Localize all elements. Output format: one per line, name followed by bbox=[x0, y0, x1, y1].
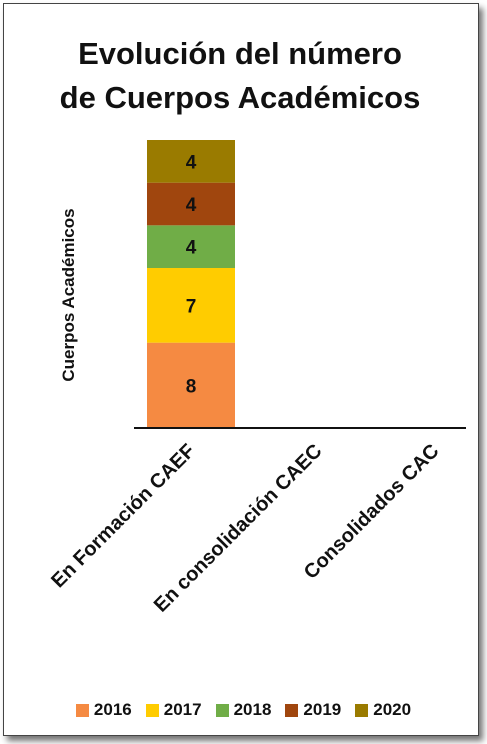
legend-item-2019: 2019 bbox=[285, 700, 341, 720]
legend-item-2017: 2017 bbox=[145, 700, 202, 720]
chart-title-line-1: Evolución del número bbox=[78, 36, 402, 71]
legend-swatch-2017 bbox=[145, 703, 159, 717]
data-label-2020-0: 4 bbox=[186, 152, 197, 173]
bar-segment-2018-0 bbox=[147, 225, 235, 268]
data-label-2018-0: 4 bbox=[186, 238, 197, 259]
legend-swatch-2019 bbox=[285, 703, 299, 717]
bar-segment-2020-0 bbox=[147, 140, 235, 183]
legend-swatch-2016 bbox=[75, 703, 89, 717]
y-axis-label: Cuerpos Académicos bbox=[59, 208, 78, 381]
legend-swatch-2018 bbox=[215, 703, 229, 717]
bar-segment-2017-0 bbox=[147, 268, 235, 343]
data-label-2017-0: 7 bbox=[186, 296, 197, 317]
legend-label-2017: 2017 bbox=[163, 700, 202, 719]
bar-segment-2016-0 bbox=[147, 342, 235, 428]
x-tick-label-0: En Formación CAEF bbox=[47, 440, 199, 592]
x-tick-label-2: Consolidados CAC bbox=[300, 440, 444, 584]
legend-item-2018: 2018 bbox=[215, 700, 272, 720]
data-label-2016-0: 8 bbox=[186, 376, 197, 397]
chart-legend: 2016 2017 2018 2019 2020 bbox=[0, 698, 487, 722]
bar-segment-2019-0 bbox=[147, 182, 235, 226]
legend-label-2018: 2018 bbox=[233, 700, 272, 719]
legend-swatch-2020 bbox=[355, 703, 369, 717]
legend-label-2020: 2020 bbox=[373, 700, 412, 719]
chart-title-line-2: de Cuerpos Académicos bbox=[59, 80, 421, 115]
chart-frame bbox=[3, 3, 479, 736]
legend-label-2019: 2019 bbox=[303, 700, 342, 719]
legend-item-2020: 2020 bbox=[355, 700, 411, 720]
data-label-2019-0: 4 bbox=[186, 195, 197, 216]
legend-item-2016: 2016 bbox=[75, 700, 132, 720]
legend-label-2016: 2016 bbox=[93, 700, 132, 719]
chart-title: Evolución del número de Cuerpos Académic… bbox=[3, 32, 477, 120]
